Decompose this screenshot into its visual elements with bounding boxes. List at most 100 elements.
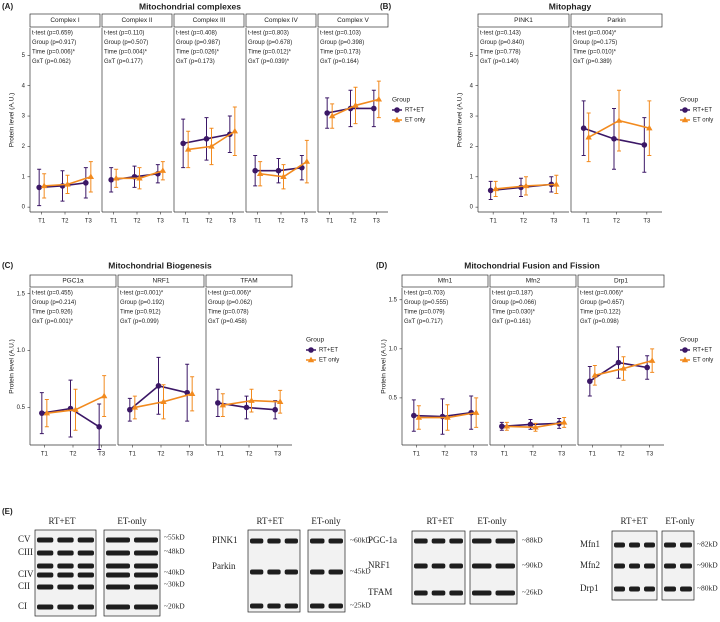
group-header: ET-only [311, 516, 341, 526]
size-label: ~25kD [350, 601, 371, 610]
marker [112, 174, 120, 181]
blot-band [267, 569, 281, 575]
marker [532, 423, 539, 430]
blot-band [77, 604, 94, 610]
legend-label: ET only [693, 358, 713, 364]
x-tick-label: T2 [349, 219, 357, 225]
marker [553, 180, 560, 187]
facet-title: TFAM [240, 278, 257, 285]
stat-text: Time (p=0.912) [120, 310, 161, 316]
facet-strip [29, 13, 101, 28]
stat-text: GxT (p=0.099) [120, 319, 159, 325]
y-tick-label: 3 [470, 114, 474, 120]
stat-text: Group (p=0.678) [248, 40, 292, 46]
blot-band [614, 586, 625, 592]
stat-text: Group (p=0.507) [104, 40, 148, 46]
marker [587, 378, 593, 385]
blot-band [37, 537, 54, 543]
facet-title: Mfn2 [526, 278, 541, 285]
blot-band [680, 563, 692, 569]
group-header: RT+ET [256, 516, 284, 526]
marker [439, 413, 446, 420]
protein-label: Parkin [212, 561, 236, 571]
marker [580, 125, 587, 131]
marker [682, 347, 688, 353]
blot-band [250, 603, 264, 609]
marker [36, 184, 42, 191]
legend-title: Group [680, 97, 698, 104]
blot-band [106, 604, 130, 610]
x-tick-label: T1 [217, 452, 225, 458]
blot-band [106, 537, 130, 543]
marker [648, 357, 656, 363]
x-tick-label: T3 [274, 452, 282, 458]
facet-strip [401, 274, 489, 288]
x-tick-label: T1 [583, 219, 591, 225]
x-tick-label: T2 [245, 452, 253, 458]
blot-band [134, 584, 158, 590]
x-tick-label: T1 [41, 452, 49, 458]
size-label: ~60kD [350, 536, 371, 545]
y-tick-label: 4 [22, 83, 26, 89]
marker [303, 158, 311, 164]
protein-label: CV [18, 534, 31, 544]
stat-text: Time (p=0.006)* [32, 50, 76, 56]
x-tick-label: T3 [643, 219, 651, 225]
blot-band [134, 604, 158, 610]
x-tick-label: T1 [182, 219, 190, 225]
blot-band [629, 542, 640, 548]
blot-band [250, 569, 264, 575]
blot-band [310, 569, 325, 575]
marker [96, 423, 102, 430]
marker [307, 356, 315, 363]
x-tick-label: T2 [617, 452, 625, 458]
x-tick-label: T2 [61, 219, 69, 225]
facet-title: Complex II [121, 17, 152, 24]
x-tick-label: T3 [470, 452, 478, 458]
stat-text: t-test (p=0.006)* [208, 291, 252, 297]
marker [243, 404, 250, 411]
marker [375, 95, 383, 102]
marker [131, 404, 139, 410]
x-tick-label: T2 [520, 219, 528, 225]
protein-label: TFAM [368, 587, 392, 597]
protein-label: PINK1 [212, 535, 238, 545]
marker [203, 136, 210, 142]
marker [371, 105, 377, 112]
x-tick-label: T3 [558, 452, 566, 458]
marker [411, 412, 417, 419]
x-tick-label: T3 [157, 219, 165, 225]
size-label: ~88kD [522, 536, 543, 545]
marker [160, 398, 167, 404]
facet-title: Complex III [193, 17, 226, 24]
marker [272, 406, 278, 413]
marker [324, 110, 330, 116]
stat-text: Time (p=0.778) [480, 50, 521, 56]
stat-text: t-test (p=0.659) [32, 31, 73, 37]
blot-band [310, 603, 325, 609]
marker [256, 170, 264, 176]
blot-band [250, 538, 264, 544]
facet-strip [117, 274, 205, 288]
blot-band [495, 538, 515, 544]
protein-label: Mfn2 [580, 560, 600, 570]
y-axis-label: Protein level (A.U.) [457, 93, 464, 148]
blot-band [644, 542, 655, 548]
blot-band [57, 584, 74, 590]
marker [492, 185, 499, 192]
protein-label: NRF1 [368, 560, 390, 570]
blot-band [310, 538, 325, 544]
stat-text: GxT (p=0.161) [492, 319, 531, 325]
blot-band [77, 537, 94, 543]
protein-label: Drp1 [580, 583, 599, 593]
marker [219, 401, 227, 408]
facet-strip [489, 274, 577, 288]
blot-band [664, 586, 676, 592]
marker [72, 406, 79, 412]
blot-band [680, 586, 692, 592]
stat-text: Group (p=0.398) [320, 40, 364, 46]
x-tick-label: T2 [133, 219, 141, 225]
y-tick-label: 3 [22, 114, 26, 120]
blot-band [37, 572, 54, 578]
stat-text: Group (p=0.066) [492, 300, 536, 306]
